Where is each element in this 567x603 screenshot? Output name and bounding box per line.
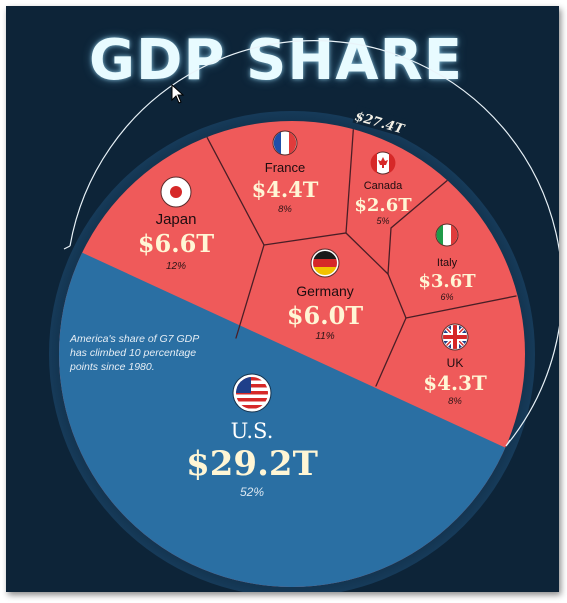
label-value-france: $4.4T <box>252 177 319 202</box>
note-line-3: points since 1980. <box>69 361 155 373</box>
note-line-2: has climbed 10 percentage <box>70 347 196 359</box>
label-name-germany: Germany <box>296 283 354 299</box>
slice-label-us: U.S. $29.2T 52% <box>186 373 318 499</box>
label-name-france: France <box>265 160 305 175</box>
boundary-italy-uk <box>405 295 517 319</box>
us-flag-icon <box>232 373 272 413</box>
france-flag-icon <box>272 130 298 156</box>
slice-label-japan: Japan $6.6T 12% <box>138 176 214 272</box>
infographic-frame: GDP SHARE $27.4T <box>6 6 559 592</box>
total-arc <box>69 40 559 447</box>
total-label-bg <box>352 105 408 137</box>
label-value-japan: $6.6T <box>138 229 214 258</box>
label-share-japan: 12% <box>166 261 186 272</box>
gdp-pie-chart: $27.4T America's share of G7 GDP has cli… <box>49 40 559 592</box>
label-value-uk: $4.3T <box>423 371 487 395</box>
slice-us <box>59 236 525 587</box>
label-share-uk: 8% <box>448 396 462 407</box>
slice-label-uk: UK $4.3T 8% <box>423 323 487 407</box>
germany-flag-icon <box>310 248 340 278</box>
canada-flag-icon <box>370 151 396 175</box>
mouse-cursor-icon <box>171 84 185 104</box>
label-value-canada: $2.6T <box>354 195 412 216</box>
label-share-france: 8% <box>278 204 292 215</box>
label-share-us: 52% <box>240 485 264 499</box>
slice-label-italy: Italy $3.6T 6% <box>418 223 476 302</box>
boundary-france-canada <box>345 121 355 234</box>
italy-flag-icon <box>435 223 459 247</box>
slice-boundaries <box>199 121 517 387</box>
slice-label-germany: Germany $6.0T 11% <box>287 248 363 342</box>
boundary-canada-italy <box>387 167 463 275</box>
label-value-germany: $6.0T <box>287 301 363 330</box>
uk-flag-icon <box>441 323 469 351</box>
chart-title: GDP SHARE <box>89 28 463 93</box>
label-name-uk: UK <box>447 356 464 370</box>
label-value-italy: $3.6T <box>418 271 476 292</box>
label-share-italy: 6% <box>440 292 453 302</box>
label-name-us: U.S. <box>231 419 274 443</box>
label-name-canada: Canada <box>364 180 403 192</box>
label-name-italy: Italy <box>437 257 458 269</box>
label-share-germany: 11% <box>315 331 334 342</box>
label-value-us: $29.2T <box>186 444 318 484</box>
total-arc-start-tick <box>63 245 71 250</box>
label-share-canada: 5% <box>376 216 389 226</box>
slice-label-france: France $4.4T 8% <box>252 130 319 215</box>
label-name-japan: Japan <box>156 211 197 228</box>
note-line-1: America's share of G7 GDP <box>69 333 199 345</box>
slice-label-canada: Canada $2.6T 5% <box>354 151 412 226</box>
annotation-note: America's share of G7 GDP has climbed 10… <box>69 333 199 373</box>
total-arc-end-tick <box>505 439 511 447</box>
